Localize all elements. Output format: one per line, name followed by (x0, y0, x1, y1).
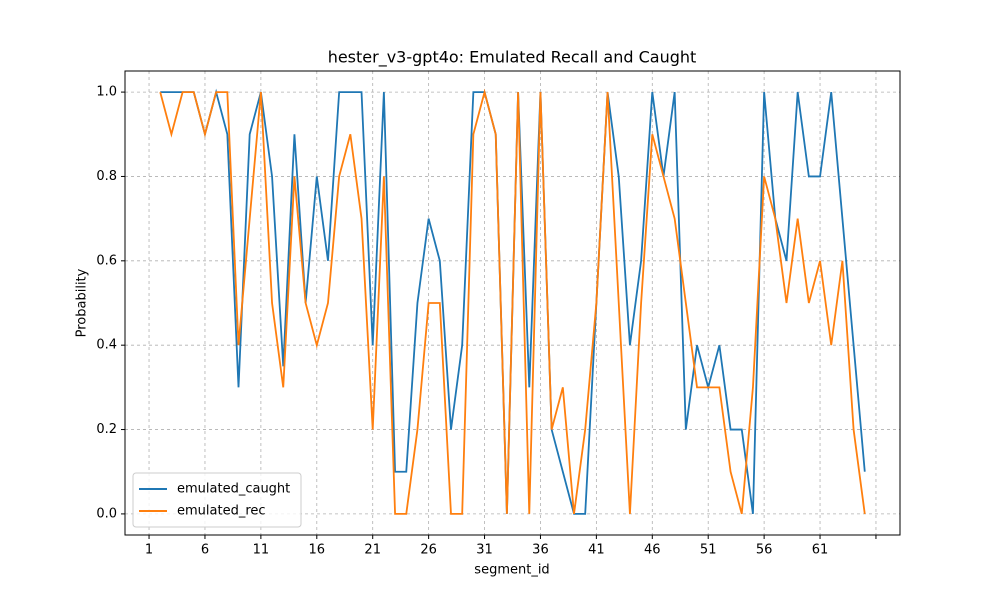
x-axis-label: segment_id (474, 563, 549, 578)
x-tick-label: 36 (532, 543, 549, 558)
y-axis-label: Probability (75, 268, 90, 337)
y-tick-label: 0.4 (96, 338, 117, 353)
legend-label: emulated_rec (177, 504, 266, 519)
y-tick-label: 0.6 (96, 253, 117, 268)
x-tick-label: 16 (309, 543, 326, 558)
chart-title: hester_v3-gpt4o: Emulated Recall and Cau… (328, 48, 697, 68)
plot-frame (124, 70, 901, 536)
y-tick-label: 0.8 (96, 169, 117, 184)
x-tick-label: 31 (476, 543, 493, 558)
x-tick-label: 51 (700, 543, 717, 558)
legend-label: emulated_caught (177, 482, 290, 497)
x-tick-label: 21 (364, 543, 381, 558)
x-tick-label: 56 (756, 543, 773, 558)
x-tick-label: 46 (644, 543, 661, 558)
line-series (159, 88, 866, 515)
x-tick-label: 6 (201, 543, 209, 558)
y-tick-label: 1.0 (96, 85, 117, 100)
y-tick-label: 0.0 (96, 506, 117, 521)
x-tick-label: 1 (145, 543, 153, 558)
x-tick-label: 26 (420, 543, 437, 558)
y-tick-label: 0.2 (96, 422, 117, 437)
legend-box (132, 472, 302, 528)
x-tick-label: 11 (253, 543, 270, 558)
x-tick-label: 41 (588, 543, 605, 558)
x-tick-label: 61 (812, 543, 829, 558)
